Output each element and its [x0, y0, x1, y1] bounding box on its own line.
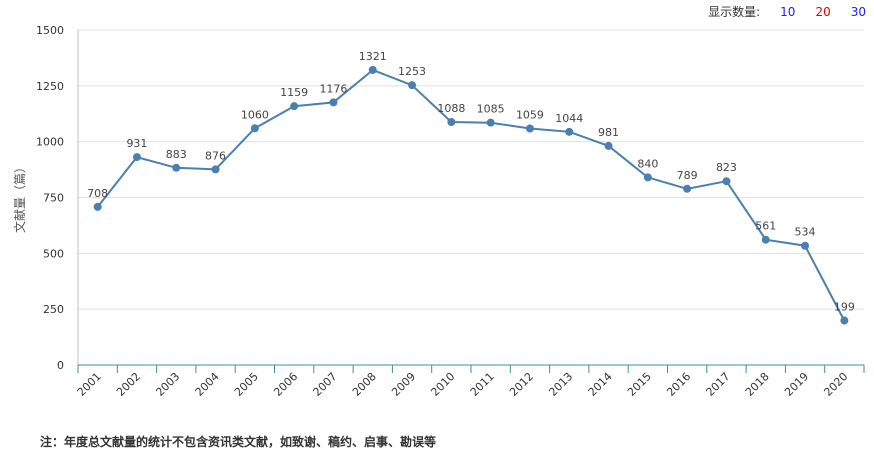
series-line-group — [93, 65, 849, 325]
x-tick-label: 2004 — [193, 370, 222, 399]
x-tick-label: 2010 — [428, 370, 457, 399]
data-point — [486, 118, 495, 127]
x-tick-label: 2020 — [821, 370, 850, 399]
data-point — [643, 173, 652, 182]
data-point — [250, 124, 259, 133]
x-tick-label: 2019 — [782, 370, 811, 399]
x-tick-label: 2015 — [625, 370, 654, 399]
data-point — [408, 81, 417, 90]
data-label: 534 — [795, 226, 816, 239]
y-tick-label: 1000 — [36, 136, 64, 149]
data-point — [722, 177, 731, 186]
data-label: 789 — [677, 169, 698, 182]
y-tick-label: 750 — [43, 192, 64, 205]
data-point — [683, 184, 692, 193]
data-point — [329, 98, 338, 107]
x-tick-label: 2011 — [468, 370, 497, 399]
data-label: 823 — [716, 161, 737, 174]
data-label: 1159 — [280, 86, 308, 99]
y-tick-label: 500 — [43, 247, 64, 260]
grid-lines — [78, 29, 864, 310]
data-point — [211, 165, 220, 174]
data-point — [525, 124, 534, 133]
data-label: 1059 — [516, 108, 544, 121]
axes — [77, 30, 865, 373]
data-label: 883 — [166, 148, 187, 161]
x-tick-label: 2012 — [507, 370, 536, 399]
footnote: 注：年度总文献量的统计不包含资讯类文献，如致谢、稿约、启事、勘误等 — [40, 435, 437, 449]
data-label: 876 — [205, 149, 226, 162]
x-tick-label: 2005 — [232, 370, 261, 399]
data-label: 931 — [126, 137, 147, 150]
x-tick-label: 2006 — [271, 370, 300, 399]
data-point — [604, 141, 613, 150]
display-count-10[interactable]: 10 — [780, 4, 796, 19]
x-tick-label: 2014 — [586, 370, 615, 399]
x-tick-label: 2008 — [350, 370, 379, 399]
data-label: 199 — [834, 301, 855, 314]
data-label: 708 — [87, 187, 108, 200]
data-label: 1176 — [319, 82, 347, 95]
data-label: 1321 — [359, 50, 387, 63]
x-tick-label: 2003 — [153, 370, 182, 399]
x-tick-label: 2002 — [114, 370, 143, 399]
data-label: 981 — [598, 126, 619, 139]
x-tick-label: 2018 — [743, 370, 772, 399]
data-label: 840 — [637, 157, 658, 170]
y-tick-label: 1250 — [36, 80, 64, 93]
display-count-20[interactable]: 20 — [815, 4, 831, 19]
x-tick-label: 2016 — [664, 370, 693, 399]
data-point — [132, 153, 141, 162]
y-tick-label: 1500 — [36, 24, 64, 37]
data-point — [565, 127, 574, 136]
y-axis-label: 文献量（篇） — [12, 161, 27, 233]
data-labels: 708 931 883 876 1060 1159 1176 1321 1253 1088 1085… — [87, 50, 855, 314]
data-label: 561 — [755, 220, 776, 233]
data-point — [290, 102, 299, 111]
data-point — [840, 316, 849, 325]
data-point — [801, 241, 810, 250]
data-point — [172, 163, 181, 172]
display-count-label: 显示数量: — [708, 5, 761, 19]
series-line — [96, 68, 846, 322]
x-tick-label: 2017 — [704, 370, 733, 399]
data-point — [447, 118, 456, 127]
data-point — [368, 65, 377, 74]
x-tick-labels: 2001 2002 2003 2004 2005 2006 2007 2008 2009 2010… — [75, 370, 851, 399]
data-label: 1088 — [437, 102, 465, 115]
x-tick-label: 2001 — [75, 370, 104, 399]
data-label: 1253 — [398, 65, 426, 78]
data-label: 1085 — [477, 103, 505, 116]
display-count-30[interactable]: 30 — [850, 4, 866, 19]
y-tick-labels: 0 250 500 750 1000 1250 1500 — [36, 24, 64, 372]
data-label: 1044 — [555, 112, 583, 125]
x-tick-label: 2009 — [389, 370, 418, 399]
y-tick-label: 250 — [43, 303, 64, 316]
data-point — [761, 235, 770, 244]
display-count-control: 显示数量: 10 20 30 — [708, 3, 866, 20]
y-tick-label: 0 — [57, 359, 64, 372]
x-tick-label: 2007 — [311, 370, 340, 399]
data-point — [93, 202, 102, 211]
x-tick-label: 2013 — [546, 370, 575, 399]
data-label: 1060 — [241, 108, 269, 121]
